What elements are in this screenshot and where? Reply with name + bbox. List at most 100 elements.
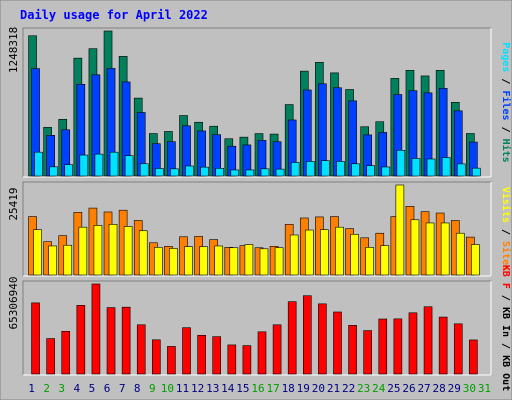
panel-max-label: 65306940 bbox=[7, 277, 20, 330]
panel-legend: KB F / KB In / KB Out bbox=[500, 265, 511, 391]
chart-title: Daily usage for April 2022 bbox=[20, 8, 208, 22]
bar-kb-f bbox=[31, 302, 40, 375]
bar-visits bbox=[229, 247, 239, 276]
x-tick-label: 11 bbox=[176, 382, 189, 395]
legend-entry: / bbox=[500, 121, 511, 139]
bar-visits bbox=[199, 246, 208, 276]
bar-kb-f bbox=[453, 323, 463, 375]
bar-visits bbox=[123, 226, 133, 276]
bar-pages bbox=[411, 158, 421, 177]
panel-top: 1248318 Pages / Files / Hits bbox=[7, 27, 512, 178]
x-tick-label: 28 bbox=[433, 382, 446, 395]
x-tick-label: 23 bbox=[357, 382, 370, 395]
bar-visits bbox=[78, 226, 88, 276]
bar-kb-f bbox=[242, 345, 252, 375]
bar-pages bbox=[215, 168, 225, 177]
bar-visits bbox=[154, 247, 163, 276]
legend-entry: / bbox=[500, 337, 511, 355]
x-tick-label: 4 bbox=[74, 382, 81, 395]
x-tick-label: 16 bbox=[251, 382, 264, 395]
series-files bbox=[31, 68, 478, 177]
bar-visits bbox=[365, 247, 374, 276]
bar-pages bbox=[200, 166, 209, 177]
bar-kb-f bbox=[136, 324, 146, 375]
bar-visits bbox=[320, 229, 329, 276]
x-tick-label: 19 bbox=[297, 382, 310, 395]
bar-pages bbox=[230, 169, 240, 177]
x-tick-label: 22 bbox=[342, 382, 355, 395]
bar-kb-f bbox=[227, 344, 237, 375]
bar-kb-f bbox=[197, 334, 206, 375]
bar-pages bbox=[381, 166, 391, 177]
bar-kb-f bbox=[91, 283, 101, 375]
bar-kb-f bbox=[302, 295, 312, 375]
panel-max-label: 25419 bbox=[7, 187, 20, 220]
x-tick-label: 7 bbox=[119, 382, 126, 395]
legend-entry: Visits bbox=[500, 187, 512, 223]
x-tick-label: 25 bbox=[387, 382, 400, 395]
x-tick-label: 26 bbox=[402, 382, 415, 395]
bar-kb-f bbox=[167, 346, 176, 375]
bar-visits bbox=[138, 230, 148, 276]
bar-visits bbox=[48, 245, 57, 276]
bar-pages bbox=[124, 155, 134, 177]
x-tick-label: 9 bbox=[149, 382, 156, 395]
panel-max-label: 1248318 bbox=[7, 27, 20, 73]
bar-pages bbox=[290, 162, 300, 177]
bar-pages bbox=[351, 163, 360, 177]
legend-entry: / bbox=[500, 72, 511, 90]
bar-pages bbox=[139, 163, 149, 177]
bar-pages bbox=[321, 160, 330, 177]
legend-entry: KB Out bbox=[500, 355, 511, 391]
bar-kb-f bbox=[272, 324, 282, 375]
x-tick-label: 27 bbox=[417, 382, 430, 395]
bar-visits bbox=[455, 232, 465, 276]
bar-pages bbox=[94, 153, 104, 177]
bar-pages bbox=[64, 164, 74, 177]
bar-pages bbox=[34, 151, 43, 177]
bar-pages bbox=[366, 165, 375, 177]
x-tick-label: 1 bbox=[28, 382, 35, 395]
bar-pages bbox=[472, 167, 481, 177]
bar-visits bbox=[440, 222, 450, 276]
bar-visits bbox=[335, 226, 344, 276]
bar-visits bbox=[395, 184, 405, 276]
bar-visits bbox=[350, 233, 359, 276]
bar-kb-f bbox=[212, 336, 222, 375]
bar-kb-f bbox=[257, 331, 267, 375]
x-tick-label: 18 bbox=[282, 382, 295, 395]
bar-visits bbox=[33, 229, 42, 276]
bar-visits bbox=[244, 244, 254, 276]
bar-visits bbox=[304, 229, 314, 276]
x-tick-label: 12 bbox=[191, 382, 204, 395]
bar-visits bbox=[425, 222, 435, 276]
bar-kb-f bbox=[46, 338, 55, 375]
legend-entry: Pages bbox=[500, 42, 511, 72]
bar-kb-f bbox=[61, 330, 71, 375]
bar-kb-f bbox=[469, 339, 478, 375]
bar-kb-f bbox=[378, 318, 388, 375]
bar-kb-f bbox=[333, 311, 342, 375]
bar-pages bbox=[245, 169, 255, 177]
bar-kb-f bbox=[408, 312, 418, 375]
panel-legend: Pages / Files / Hits bbox=[500, 42, 512, 162]
series-visits bbox=[33, 184, 480, 276]
bar-pages bbox=[79, 154, 89, 177]
bar-visits bbox=[289, 234, 299, 276]
bar-visits bbox=[471, 244, 480, 276]
legend-entry: KB In bbox=[500, 307, 511, 337]
bar-visits bbox=[93, 225, 103, 276]
x-tick-label: 21 bbox=[327, 382, 340, 395]
bar-visits bbox=[259, 248, 269, 276]
x-tick-label: 13 bbox=[206, 382, 219, 395]
x-tick-label: 17 bbox=[266, 382, 279, 395]
bar-pages bbox=[170, 168, 179, 177]
bar-visits bbox=[108, 224, 118, 276]
bar-visits bbox=[169, 248, 178, 276]
x-tick-label: 2 bbox=[43, 382, 50, 395]
bar-kb-f bbox=[393, 318, 403, 375]
bar-kb-f bbox=[423, 306, 433, 375]
x-tick-label: 24 bbox=[372, 382, 386, 395]
